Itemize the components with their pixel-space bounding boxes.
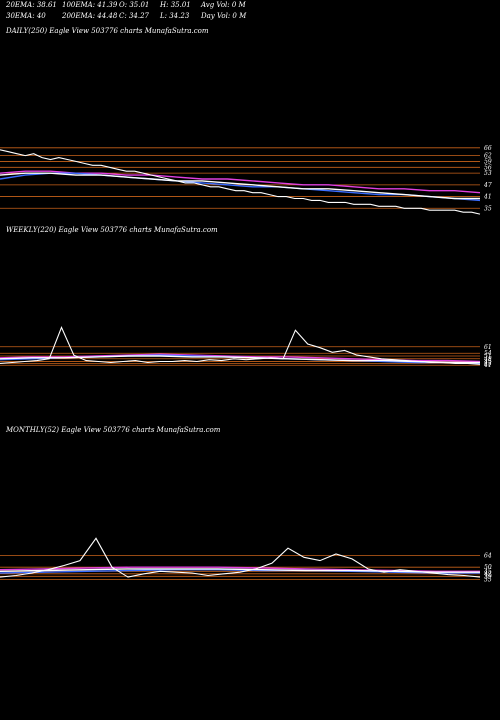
monthly-ma-line-1 (0, 569, 480, 574)
weekly-level-label-2: 51 (484, 353, 492, 360)
weekly-level-label-0: 61 (484, 344, 492, 351)
header-low: L: 34.23 (160, 12, 190, 20)
daily-level-label-7: 35 (484, 205, 492, 212)
monthly-chart-title: MONTHLY(52) Eagle View 503776 charts Mun… (6, 426, 221, 434)
daily-level-label-3: 56 (484, 164, 492, 171)
weekly-level-label-1: 54 (484, 350, 492, 357)
weekly-price-line (0, 325, 481, 365)
weekly-level-label-4: 45 (483, 359, 492, 366)
daily-level-label-0: 66 (484, 145, 492, 152)
daily-level-label-5: 47 (483, 182, 492, 189)
monthly-price-line (0, 537, 481, 578)
header-avg-vol: Avg Vol: 0 M (201, 1, 246, 9)
header-day-vol: Day Vol: 0 M (201, 12, 247, 20)
daily-level-label-2: 59 (484, 158, 492, 165)
monthly-level-label-5: 35 (484, 577, 492, 584)
header-ema100: 100EMA: 41.39 (62, 1, 118, 9)
header-ema30: 30EMA: 40 (6, 12, 46, 20)
monthly-level-label-3: 42 (483, 571, 492, 578)
monthly-ma-line-0 (0, 566, 480, 572)
monthly-level-label-0: 64 (484, 553, 492, 560)
header-ema200: 200EMA: 44.48 (62, 12, 118, 20)
daily-price-line (0, 149, 481, 215)
header-close: C: 34.27 (119, 12, 149, 20)
daily-ma-line-2 (0, 172, 480, 200)
weekly-chart-title: WEEKLY(220) Eagle View 503776 charts Mun… (6, 226, 218, 234)
weekly-level-label-3: 48 (483, 356, 492, 363)
monthly-level-label-2: 45 (483, 568, 492, 575)
weekly-level-label-6: 41 (483, 362, 492, 369)
header-high: H: 35.01 (160, 1, 191, 9)
monthly-level-label-4: 39 (484, 573, 492, 580)
monthly-ma-line-2 (0, 568, 480, 573)
header-open: O: 35.01 (119, 1, 150, 9)
header-ema20: 20EMA: 38.61 (6, 1, 57, 9)
weekly-level-label-5: 43 (483, 360, 492, 367)
daily-level-label-6: 41 (483, 194, 492, 201)
daily-chart-title: DAILY(250) Eagle View 503776 charts Muna… (6, 27, 209, 35)
daily-level-label-4: 53 (484, 170, 492, 177)
monthly-level-label-1: 50 (484, 564, 492, 571)
daily-level-label-1: 62 (484, 153, 492, 160)
